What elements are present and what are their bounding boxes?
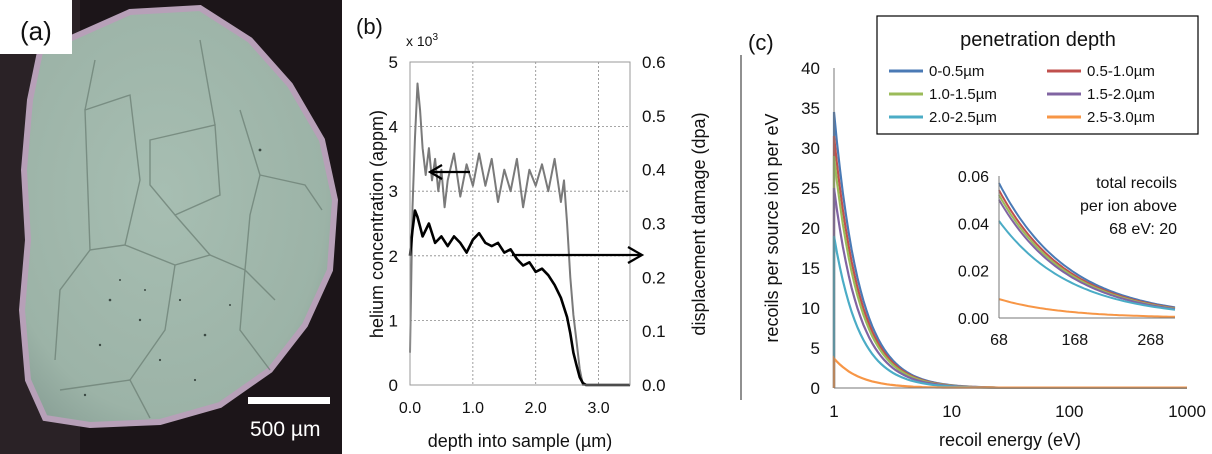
inset-x-tick: 268: [1137, 332, 1164, 349]
panel-b-x-tick: 3.0: [587, 400, 609, 417]
inset-series-line-0: [998, 182, 1176, 309]
series-line-1: [832, 135, 1187, 389]
inset-y-tick: 0.04: [958, 216, 989, 233]
panel-b-left-tick: 2: [389, 247, 398, 266]
inset-x-tick: 168: [1062, 332, 1089, 349]
legend-label: 1.5-2.0µm: [1087, 86, 1155, 103]
panel-b-right-tick: 0.5: [642, 107, 666, 126]
panel-c-y-tick: 35: [801, 99, 820, 118]
panel-b-right-tick: 0.0: [642, 376, 666, 395]
legend-items: 0-0.5µm 0.5-1.0µm 1.0-1.5µm 1.5-2.0µm 2.0-2.…: [889, 63, 1155, 126]
series-displacement-damage-line: [409, 82, 630, 386]
legend: penetration depth 0-0.5µm 0.5-1.0µm 1.0-1.…: [876, 15, 1199, 135]
panel-b-right-tick-labels: 0.0 0.1 0.2 0.3 0.4 0.5 0.6: [642, 53, 666, 395]
micrograph-sample: [18, 4, 339, 429]
panel-c-y-tick: 5: [811, 339, 820, 358]
scale-bar: [248, 397, 330, 404]
legend-box: [876, 15, 1199, 135]
panel-b-plot-area: [409, 61, 631, 386]
panel-c-y-tick-labels: 0 5 10 15 20 25 30 35 40: [801, 59, 820, 398]
panel-b-arrows: [427, 164, 645, 264]
panel-b-left-tick: 0: [389, 376, 398, 395]
grain-boundaries: [54, 39, 323, 419]
legend-label: 2.5-3.0µm: [1087, 109, 1155, 126]
panel-c-y-tick: 15: [801, 259, 820, 278]
inset-y-tick: 0.02: [958, 264, 989, 281]
legend-title: penetration depth: [960, 29, 1116, 51]
inset-x-tick: 68: [990, 332, 1008, 349]
panel-b-right-tick: 0.3: [642, 215, 666, 234]
legend-label: 2.0-2.5µm: [929, 109, 997, 126]
panel-b-left-tick: 4: [389, 118, 398, 137]
panel-a: (a) 500 µm: [0, 0, 342, 454]
inset-annotation-line-2: per ion above: [1080, 198, 1177, 215]
panel-b: (b) x 103 0 1 2 3 4 5 0.0 0.1 0.2 0.3 0.4 0.5 0.6 0…: [356, 14, 709, 451]
inset-series: [998, 182, 1176, 318]
panel-b-left-tick: 1: [389, 311, 398, 330]
panel-b-right-tick: 0.6: [642, 53, 666, 72]
panel-c-y-tick: 10: [801, 299, 820, 318]
panel-c-y-tick: 30: [801, 139, 820, 158]
legend-label: 0.5-1.0µm: [1087, 63, 1155, 80]
panel-b-right-axis-title: displacement damage (dpa): [689, 112, 709, 335]
surface-pits: [83, 148, 262, 397]
inset-x-tick-labels: 68 168 268: [990, 332, 1164, 349]
panel-b-x-tick-labels: 0.0 1.0 2.0 3.0: [399, 400, 610, 417]
panel-b-x-axis-title: depth into sample (µm): [428, 431, 612, 451]
panel-b-right-tick: 0.1: [642, 322, 666, 341]
series-line-0: [832, 111, 1187, 389]
scale-bar-label: 500 µm: [250, 418, 320, 441]
panel-b-x-tick: 2.0: [525, 400, 547, 417]
inset-series-line-3: [998, 199, 1176, 310]
panel-b-right-tick: 0.2: [642, 268, 666, 287]
panel-b-left-axis-title: helium concentration (appm): [367, 110, 387, 338]
panel-b-right-tick: 0.4: [642, 161, 666, 180]
panel-b-left-tick: 3: [389, 182, 398, 201]
panel-c-x-axis-title: recoil energy (eV): [939, 430, 1081, 450]
series-helium-concentration-line: [408, 209, 630, 387]
series-line-4: [832, 235, 1187, 389]
panel-c-y-tick: 40: [801, 59, 820, 78]
arrow-to-right-axis-head: [627, 246, 645, 264]
inset-series-line-5: [998, 298, 1175, 318]
panel-c-x-tick: 1: [829, 402, 838, 421]
panel-c-series: [832, 111, 1187, 389]
legend-label: 0-0.5µm: [929, 63, 984, 80]
panel-a-label-box: [0, 0, 72, 54]
panel-c-x-tick: 10: [942, 402, 961, 421]
panel-c: (c) 0 5 10 15 20 25 30 35 40 1 10 100 1000 recoil e…: [748, 15, 1206, 450]
panel-b-grid: [409, 61, 630, 386]
panel-b-multiplier: x 103: [406, 32, 438, 49]
panel-c-y-axis-title: recoils per source ion per eV: [762, 113, 782, 342]
arrow-to-left-axis-head: [427, 164, 443, 180]
panel-c-y-tick: 0: [811, 379, 820, 398]
inset-y-tick: 0.06: [958, 169, 989, 186]
inset-series-line-4: [998, 220, 1176, 311]
panel-c-x-tick-labels: 1 10 100 1000: [829, 402, 1206, 421]
panel-b-label: (b): [356, 14, 383, 39]
inset-annotation-line-1: total recoils: [1096, 175, 1177, 192]
panel-c-label: (c): [748, 30, 774, 55]
panel-c-y-tick: 20: [801, 219, 820, 238]
panel-b-x-tick: 0.0: [399, 400, 421, 417]
inset-chart: 0.000.020.040.06 68 168 268 total recoils …: [958, 169, 1177, 349]
legend-label: 1.0-1.5µm: [929, 86, 997, 103]
panel-b-x-tick: 1.0: [462, 400, 484, 417]
inset-y-tick-labels: 0.00 0.02 0.04 0.06: [958, 169, 989, 328]
inset-annotation-line-3: 68 eV: 20: [1109, 221, 1177, 238]
panel-b-series: [408, 82, 630, 387]
panel-b-left-tick: 5: [389, 53, 398, 72]
panel-c-y-tick: 25: [801, 179, 820, 198]
inset-y-tick: 0.00: [958, 311, 989, 328]
panel-a-label: (a): [20, 16, 52, 46]
panel-c-x-tick: 100: [1055, 402, 1083, 421]
panel-b-left-tick-labels: 0 1 2 3 4 5: [389, 53, 398, 395]
panel-c-x-tick: 1000: [1168, 402, 1206, 421]
